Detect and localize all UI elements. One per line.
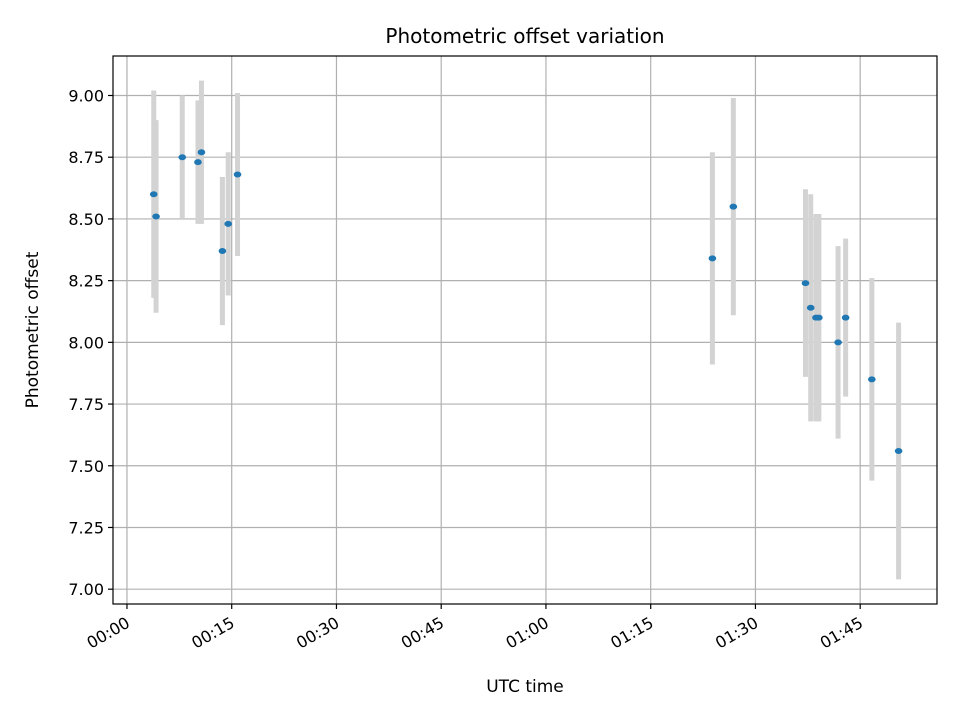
data-point (894, 447, 903, 454)
data-point (868, 376, 876, 383)
chart-title: Photometric offset variation (385, 24, 664, 48)
y-tick-label: 7.00 (68, 580, 104, 599)
data-point (218, 248, 227, 255)
data-point (806, 304, 815, 311)
y-tick-label: 8.25 (68, 272, 104, 291)
y-tick-label: 9.00 (68, 86, 104, 105)
y-tick-label: 7.25 (68, 518, 104, 537)
data-point (233, 171, 242, 178)
y-tick-label: 8.75 (68, 148, 104, 167)
data-point (841, 314, 850, 321)
data-point (801, 280, 810, 287)
data-point (815, 314, 823, 321)
y-tick-label: 7.75 (68, 395, 104, 414)
data-points (149, 149, 903, 454)
gridlines (113, 56, 937, 604)
data-point (152, 213, 160, 220)
y-tick-label: 8.00 (68, 333, 104, 352)
data-point (834, 339, 842, 346)
data-point (224, 220, 233, 227)
data-point (194, 159, 202, 166)
data-point (708, 255, 717, 262)
data-point (729, 203, 738, 210)
y-axis-label: Photometric offset (23, 251, 43, 408)
data-point (149, 191, 158, 198)
plot-frame (112, 55, 938, 605)
data-point (178, 154, 187, 161)
y-tick-label: 7.50 (68, 457, 104, 476)
y-tick-label: 8.50 (68, 210, 104, 229)
x-axis-label: UTC time (486, 677, 564, 697)
data-point (197, 149, 206, 156)
